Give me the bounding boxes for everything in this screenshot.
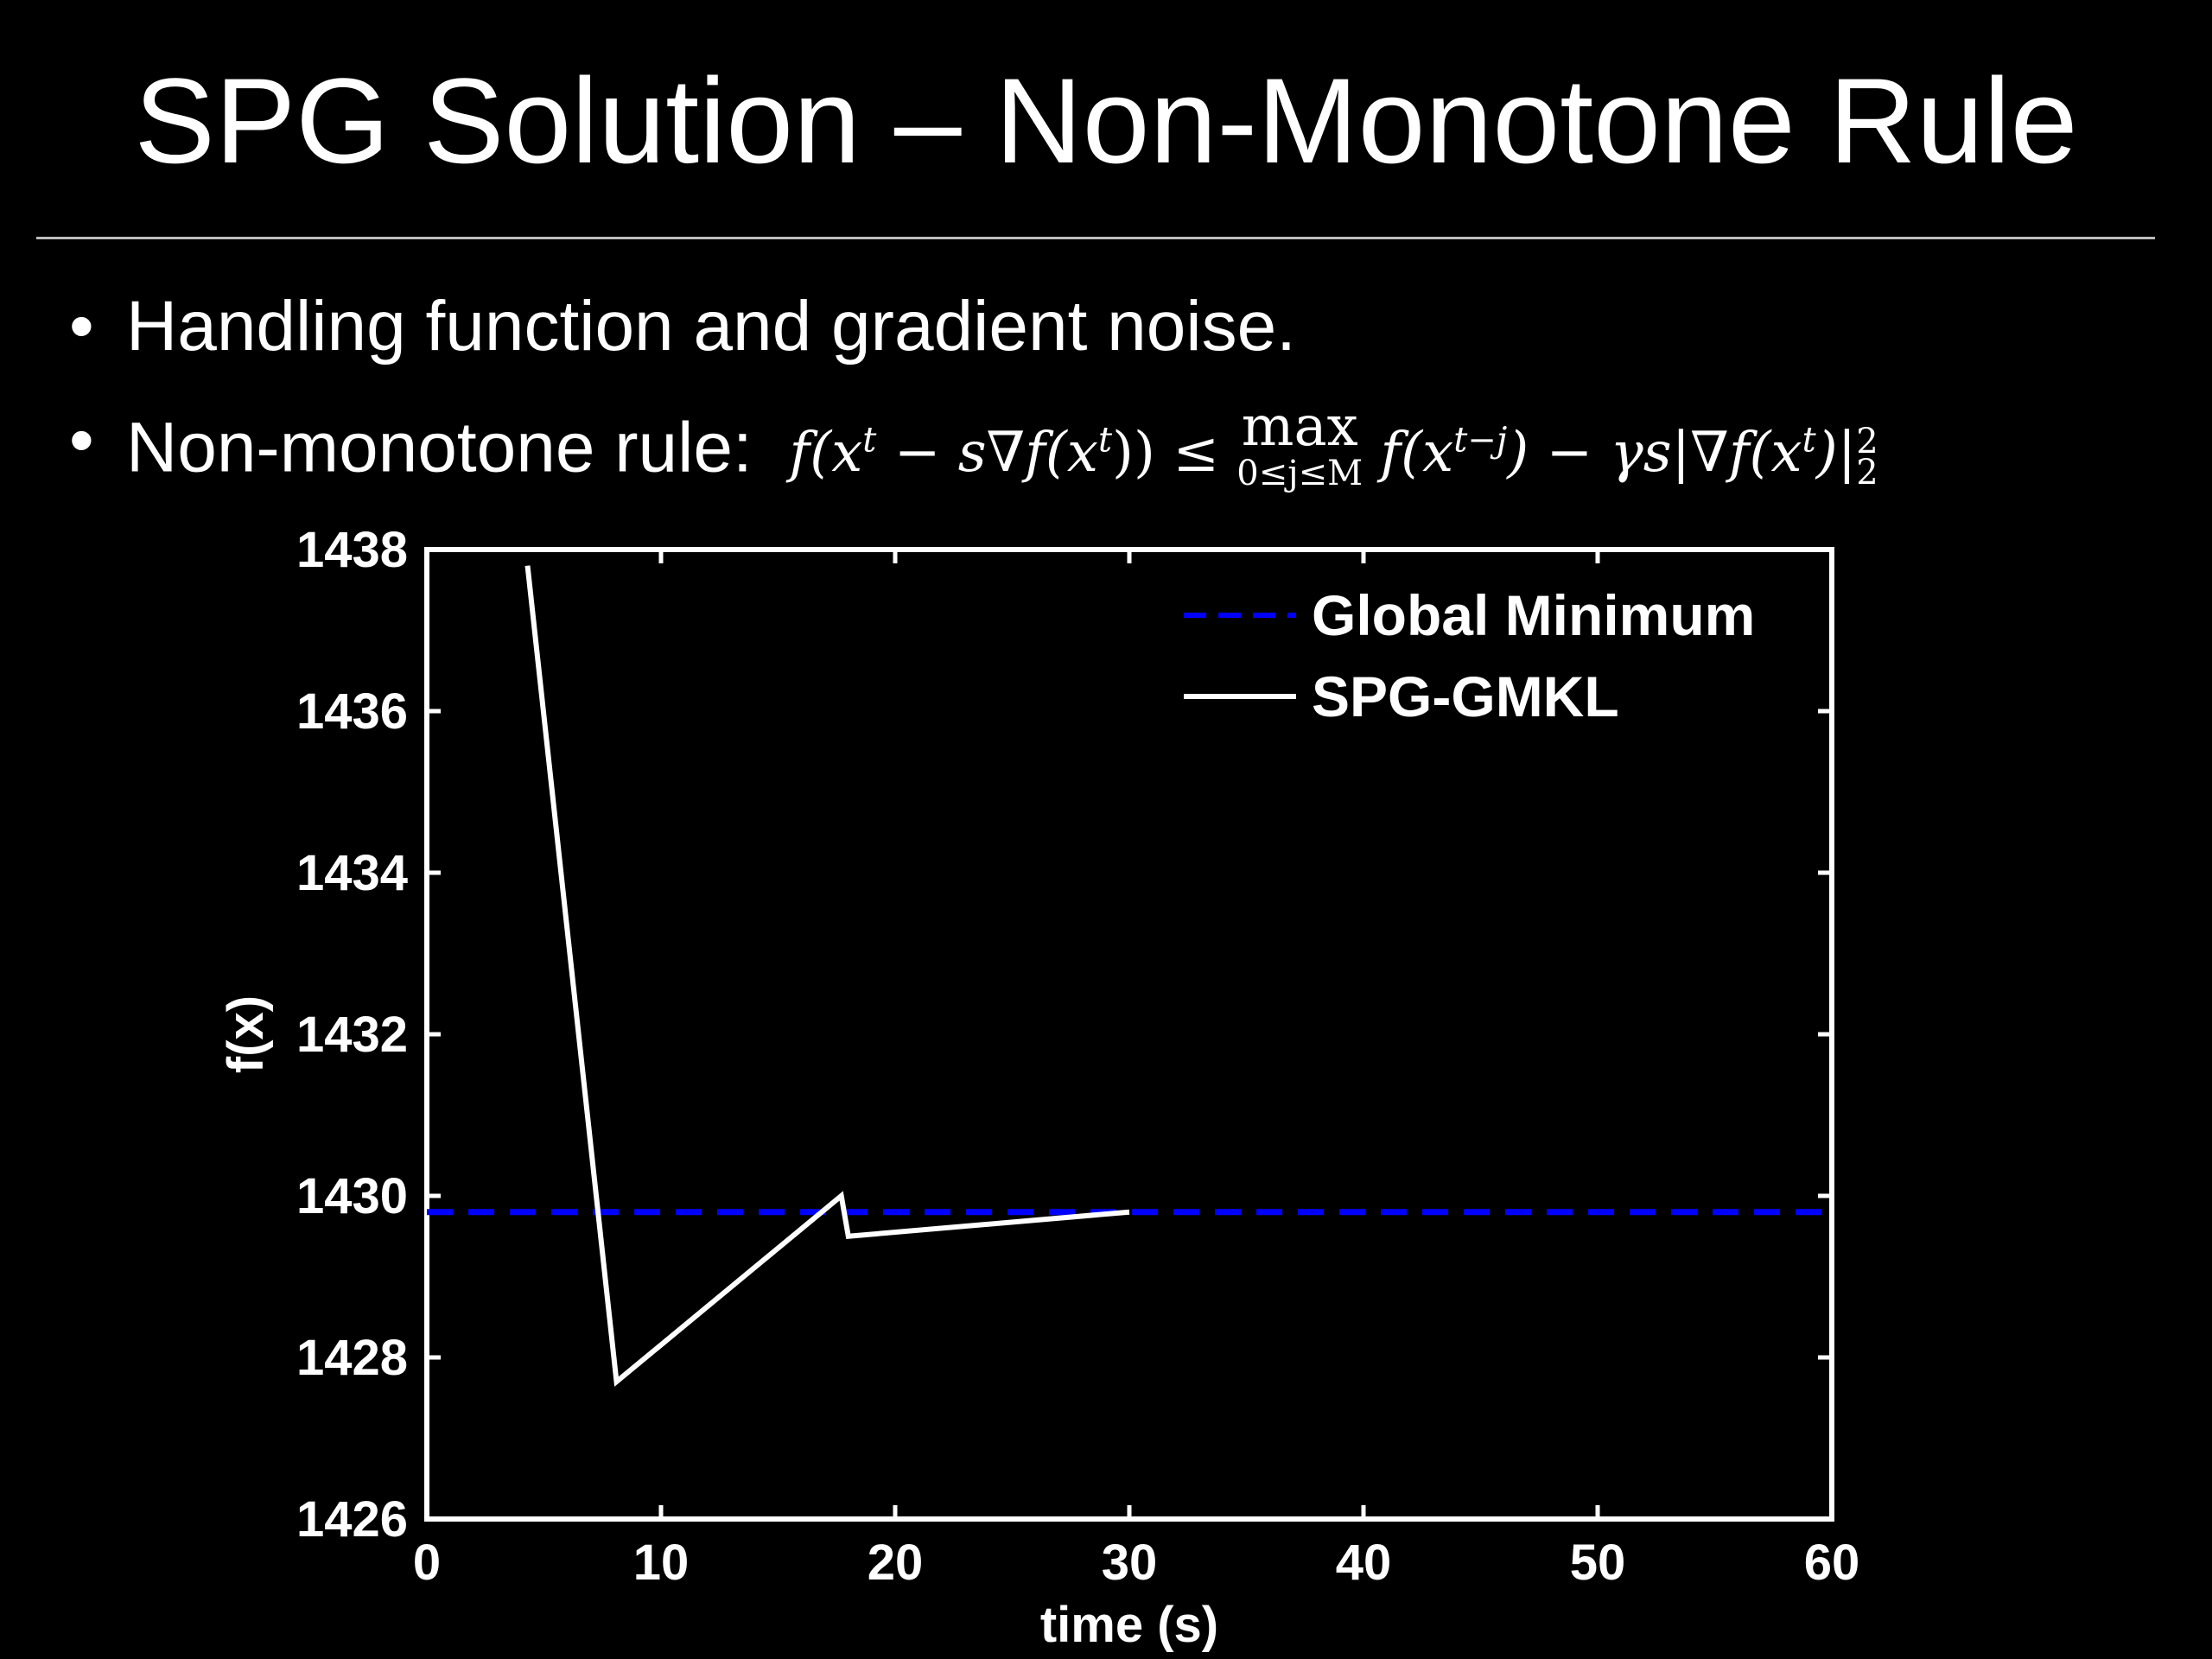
plot-frame	[424, 547, 1834, 1522]
x-axis-label: time (s)	[1040, 1597, 1218, 1653]
bullet-text: Handling function and gradient noise.	[126, 287, 1296, 365]
y-tick-label: 1428	[296, 1330, 408, 1386]
y-tick-label: 1430	[296, 1168, 408, 1224]
formula-rhs2: ) − γs|∇f(x	[1507, 421, 1802, 486]
formula-lhs: f(x	[789, 421, 863, 486]
non-monotone-formula: f(xt − s∇f(xt)) ≤ max 0≤j≤M f(xt−j) − γs|…	[789, 399, 1878, 493]
bullet-item-rule: • Non-monotone rule: f(xt − s∇f(xt)) ≤ m…	[69, 399, 1878, 513]
x-tick-label: 20	[868, 1535, 924, 1591]
formula-sup-tj: t−j	[1453, 421, 1508, 461]
bullet-dot: •	[69, 401, 94, 480]
y-tick-label: 1432	[296, 1007, 408, 1063]
y-tick-label: 1438	[296, 522, 408, 578]
formula-close-lhs: )) ≤	[1112, 421, 1237, 486]
x-tick-label: 30	[1102, 1535, 1158, 1591]
formula-sup-t: t	[862, 421, 877, 461]
x-tick-label: 0	[413, 1535, 441, 1591]
formula-norm-sub: 2	[1856, 452, 1878, 493]
formula-end: )|	[1815, 421, 1857, 486]
title-divider	[36, 237, 2155, 239]
slide-title: SPG Solution – Non-Monotone Rule	[134, 53, 2078, 188]
formula-max-operator: max 0≤j≤M	[1236, 399, 1363, 493]
formula-sup-t2: t	[1097, 421, 1113, 461]
y-tick-label: 1436	[296, 683, 408, 740]
x-tick-label: 50	[1570, 1535, 1626, 1591]
y-axis-label: f(x)	[218, 995, 274, 1073]
formula-rhs: f(x	[1363, 421, 1454, 486]
bullet-item-noise: • Handling function and gradient noise.	[69, 285, 1878, 399]
legend-entry: SPG-GMKL	[1312, 664, 1619, 728]
formula-norm-sup: 2	[1856, 421, 1878, 461]
x-tick-label: 10	[633, 1535, 690, 1591]
x-tick-label: 60	[1804, 1535, 1860, 1591]
formula-max: max	[1241, 395, 1358, 459]
y-tick-label: 1434	[296, 845, 408, 901]
bullet-text: Non-monotone rule:	[126, 408, 753, 487]
formula-sup-t3: t	[1802, 421, 1816, 461]
x-tick-label: 40	[1336, 1535, 1392, 1591]
formula-mid: − s∇f(x	[876, 421, 1098, 486]
bullet-dot: •	[69, 287, 94, 365]
bullet-list: • Handling function and gradient noise. …	[69, 285, 1878, 513]
formula-max-sub: 0≤j≤M	[1236, 454, 1363, 493]
y-tick-label: 1426	[296, 1491, 408, 1548]
legend-entry: Global Minimum	[1312, 583, 1755, 647]
series-line-spg-gmkl	[524, 565, 1130, 1387]
